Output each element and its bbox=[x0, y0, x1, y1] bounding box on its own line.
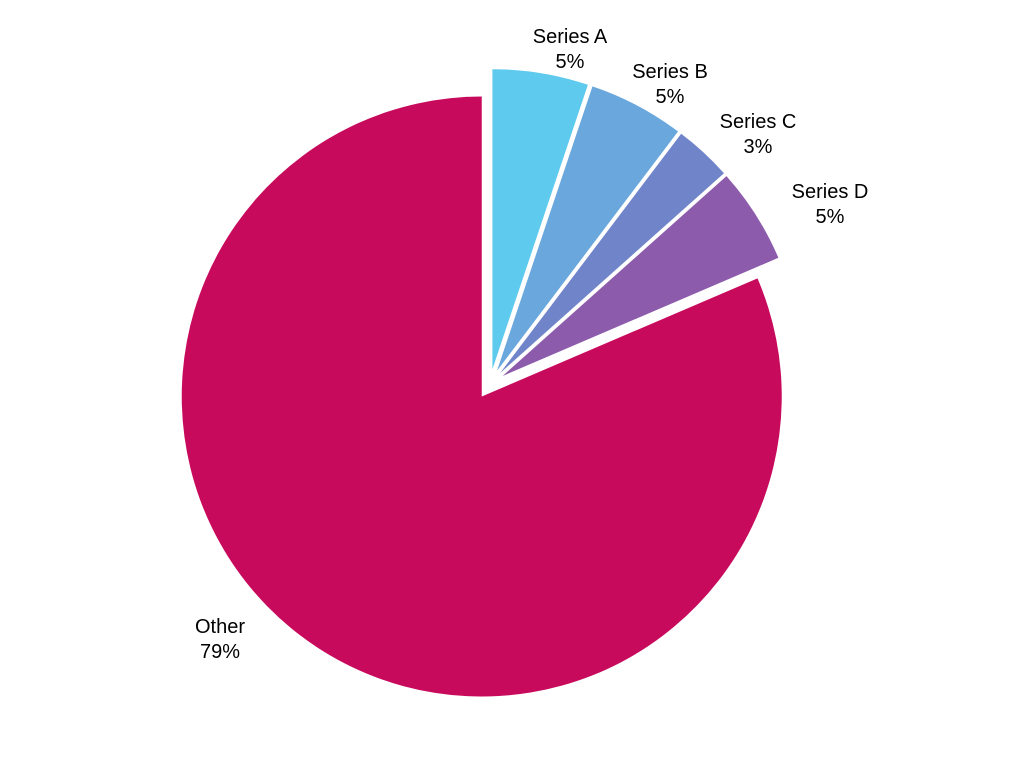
pie-slice-label-name: Series C bbox=[720, 110, 797, 135]
pie-slice-label-percent: 5% bbox=[632, 85, 708, 110]
pie-chart: Series A5%Series B5%Series C3%Series D5%… bbox=[0, 0, 1024, 768]
pie-slice-label: Other79% bbox=[195, 615, 245, 665]
pie-slice-label: Series C3% bbox=[720, 110, 797, 160]
pie-slice-label-name: Other bbox=[195, 615, 245, 640]
pie-slice-label-name: Series B bbox=[632, 60, 708, 85]
pie-slice-label-percent: 5% bbox=[533, 50, 607, 75]
pie-slice-label: Series D5% bbox=[792, 180, 869, 230]
pie-chart-svg bbox=[0, 0, 1024, 768]
pie-slice-label: Series B5% bbox=[632, 60, 708, 110]
pie-slice-label: Series A5% bbox=[533, 25, 607, 75]
pie-slice-label-name: Series D bbox=[792, 180, 869, 205]
pie-slice-label-percent: 79% bbox=[195, 640, 245, 665]
pie-slice-label-percent: 3% bbox=[720, 135, 797, 160]
pie-slice-label-name: Series A bbox=[533, 25, 607, 50]
pie-slice-label-percent: 5% bbox=[792, 205, 869, 230]
